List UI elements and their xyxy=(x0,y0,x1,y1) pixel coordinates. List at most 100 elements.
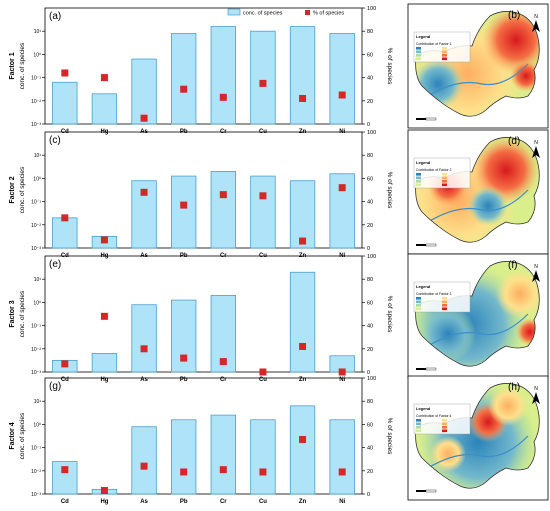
map-boundary xyxy=(415,11,540,117)
marker xyxy=(100,312,108,320)
marker xyxy=(180,468,188,476)
north-arrow-icon: N xyxy=(532,140,540,158)
panel-label: (g) xyxy=(49,381,61,392)
map-legend-swatch xyxy=(416,57,421,61)
north-arrow-shape xyxy=(532,270,540,282)
marker xyxy=(180,201,188,209)
x-tick-label: Cd xyxy=(61,499,69,505)
map-panel-3: (f) N Legend Contribution of Factor 3 xyxy=(407,253,549,379)
y-tick-label: 10⁰ xyxy=(33,300,41,306)
map-river xyxy=(427,63,529,97)
factor-label: Factor 2 xyxy=(9,176,16,203)
north-arrow-icon: N xyxy=(532,14,540,32)
marker xyxy=(61,69,69,77)
y2-tick-label: 0 xyxy=(367,246,370,252)
y2-tick-label: 20 xyxy=(367,99,373,105)
map-legend-swatch xyxy=(442,429,447,433)
bar xyxy=(131,426,157,495)
map-legend-swatch xyxy=(442,176,447,180)
plot-frame xyxy=(44,377,363,495)
y2-tick-label: 100 xyxy=(367,130,376,136)
marker xyxy=(259,79,267,87)
scale-bar-segment xyxy=(425,489,437,493)
map-legend: Legend Contribution of Factor 3 xyxy=(413,281,471,313)
legend-marker-label: % of species xyxy=(313,11,344,17)
y-tick-label: 10⁻³ xyxy=(31,246,41,252)
y-tick-label: 10⁻¹ xyxy=(31,76,41,82)
y-tick-label: 10⁻¹ xyxy=(31,446,41,452)
marker xyxy=(61,360,69,368)
marker xyxy=(100,487,108,495)
scale-bar-segment xyxy=(425,117,437,121)
y-tick-label: 10⁻² xyxy=(31,347,41,353)
panel-label: (h) xyxy=(508,382,520,393)
y2-tick-label: 0 xyxy=(367,492,370,498)
map-legend-swatch xyxy=(442,50,447,54)
map-legend-swatch xyxy=(416,419,421,422)
plot-frame xyxy=(44,131,363,249)
y2-tick-label: 80 xyxy=(367,153,373,159)
map-legend-swatch xyxy=(442,297,447,300)
map-legend: Legend Contribution of Factor 1 xyxy=(413,31,471,63)
map-legend-title: Legend xyxy=(416,160,431,165)
y2-tick-label: 80 xyxy=(367,277,373,283)
x-tick-label: Cu xyxy=(259,377,267,383)
y-tick-label: 10⁻¹ xyxy=(31,200,41,206)
bar xyxy=(289,271,316,373)
y-tick-label: 10⁻³ xyxy=(31,122,41,128)
map-legend-title: Legend xyxy=(416,34,431,39)
scale-bar xyxy=(416,117,437,121)
map-legend-swatch xyxy=(416,307,421,311)
bar xyxy=(289,180,316,249)
scale-bar-segment xyxy=(425,243,437,247)
map-legend-swatch xyxy=(442,422,447,426)
y-axis-label: conc. of species xyxy=(19,166,26,213)
x-tick-label: Hg xyxy=(100,377,108,383)
marker xyxy=(299,237,307,245)
y2-tick-label: 60 xyxy=(367,176,373,182)
marker xyxy=(140,345,148,353)
map-river xyxy=(427,313,529,347)
map-legend-swatch xyxy=(442,57,447,61)
x-tick-label: Cr xyxy=(220,499,227,505)
map-legend-swatch xyxy=(442,307,447,311)
scale-bar-segment xyxy=(416,368,426,370)
y2-tick-label: 40 xyxy=(367,76,373,82)
map-panel-2: (d) N Legend Contribution of Factor 2 xyxy=(407,129,549,255)
y-tick-label: 10¹ xyxy=(34,399,42,405)
plot-frame xyxy=(44,255,363,373)
x-tick-label: Cu xyxy=(259,499,267,505)
scale-bar-segment xyxy=(425,367,437,371)
marker xyxy=(61,214,69,222)
x-tick-label: Pb xyxy=(180,499,188,505)
marker xyxy=(259,368,267,376)
panel-label: (b) xyxy=(508,10,520,21)
map-legend-swatch xyxy=(442,304,447,307)
marker xyxy=(299,342,307,350)
map-legend-swatch xyxy=(442,419,447,422)
marker xyxy=(140,188,148,196)
x-tick-label: Zn xyxy=(299,499,307,505)
map-legend: Legend Contribution of Factor 2 xyxy=(413,157,471,189)
marker xyxy=(338,368,346,376)
scale-bar xyxy=(416,243,437,247)
bar xyxy=(52,81,78,125)
panel-label: (a) xyxy=(49,11,61,22)
bar xyxy=(210,26,236,125)
y-tick-label: 10¹ xyxy=(34,277,42,283)
map-legend-swatch xyxy=(442,426,447,429)
bar xyxy=(210,171,236,249)
map-legend-swatch xyxy=(416,54,421,57)
x-tick-label: Zn xyxy=(299,377,307,383)
map-legend-swatch xyxy=(416,50,421,54)
y-axis-label: conc. of species xyxy=(19,412,26,459)
panel-label: (c) xyxy=(49,135,61,146)
bar xyxy=(250,419,276,495)
map-contour xyxy=(468,186,508,226)
scale-bar-segment xyxy=(416,118,426,120)
map-legend-title: Legend xyxy=(416,406,431,411)
y-axis-label: conc. of species xyxy=(19,290,26,337)
y-axis-label: conc. of species xyxy=(19,42,26,89)
x-tick-label: Hg xyxy=(100,499,108,505)
bar xyxy=(329,419,355,495)
